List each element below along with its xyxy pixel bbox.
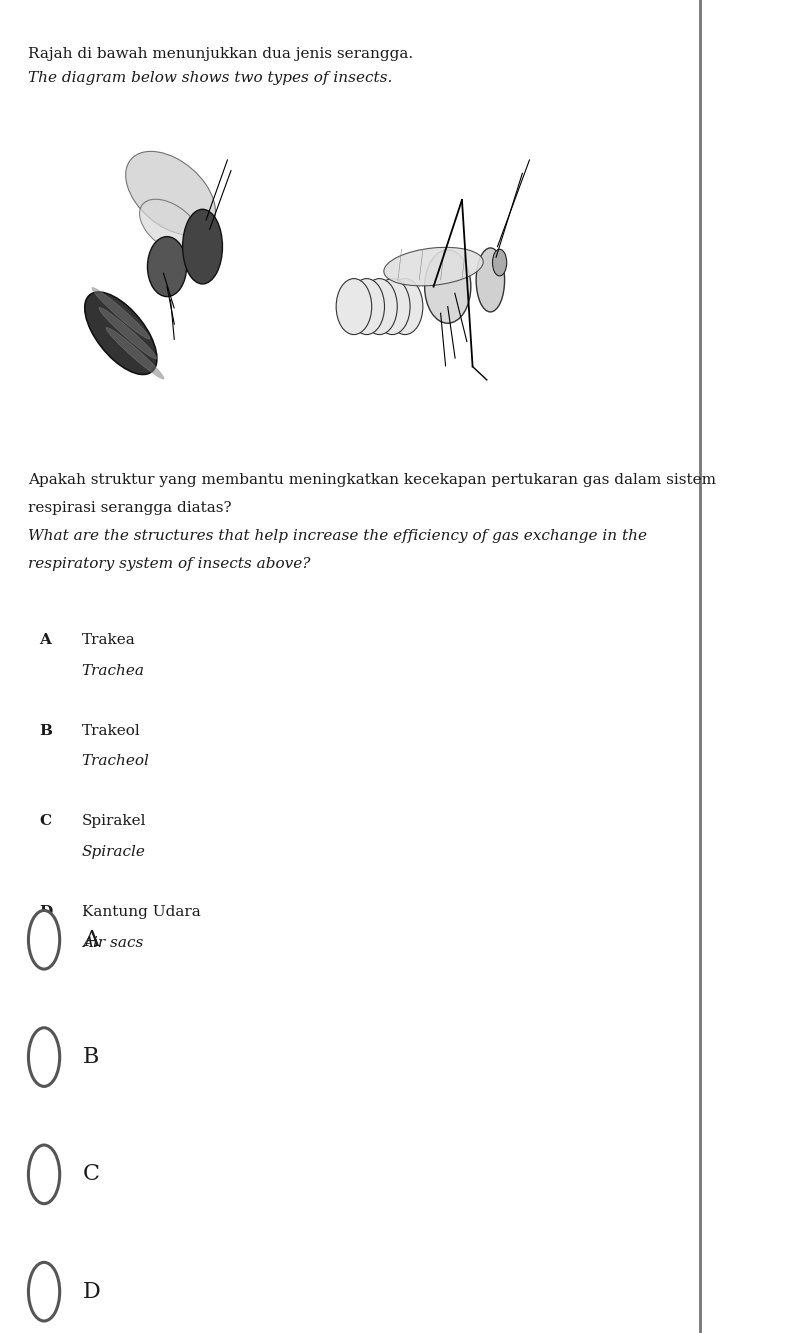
Ellipse shape: [362, 279, 397, 335]
Ellipse shape: [476, 248, 504, 312]
Circle shape: [492, 249, 507, 276]
Ellipse shape: [349, 279, 384, 335]
Ellipse shape: [140, 199, 201, 255]
Ellipse shape: [85, 292, 157, 375]
Ellipse shape: [91, 288, 150, 339]
Text: Apakah struktur yang membantu meningkatkan kecekapan pertukaran gas dalam sistem: Apakah struktur yang membantu meningkatk…: [28, 473, 716, 488]
Text: A: A: [83, 929, 99, 950]
Text: Air sacs: Air sacs: [82, 936, 143, 950]
Text: The diagram below shows two types of insects.: The diagram below shows two types of ins…: [28, 71, 393, 85]
Text: Spirakel: Spirakel: [82, 814, 146, 829]
Circle shape: [28, 1262, 59, 1321]
Text: Trakeol: Trakeol: [82, 724, 140, 738]
Text: Trachea: Trachea: [82, 664, 144, 678]
Text: respirasi serangga diatas?: respirasi serangga diatas?: [28, 501, 232, 516]
Circle shape: [183, 209, 222, 284]
Ellipse shape: [99, 308, 157, 359]
Ellipse shape: [384, 248, 483, 285]
Text: What are the structures that help increase the efficiency of gas exchange in the: What are the structures that help increa…: [28, 529, 647, 544]
Text: C: C: [39, 814, 51, 829]
Text: D: D: [83, 1281, 101, 1302]
Ellipse shape: [375, 279, 410, 335]
Text: Rajah di bawah menunjukkan dua jenis serangga.: Rajah di bawah menunjukkan dua jenis ser…: [28, 47, 414, 61]
Text: Spiracle: Spiracle: [82, 845, 146, 860]
Ellipse shape: [336, 279, 371, 335]
Circle shape: [28, 1028, 59, 1086]
Ellipse shape: [148, 236, 187, 296]
Ellipse shape: [106, 328, 164, 379]
Circle shape: [28, 910, 59, 969]
Ellipse shape: [387, 279, 423, 335]
Text: Kantung Udara: Kantung Udara: [82, 905, 200, 920]
Ellipse shape: [126, 152, 216, 235]
Circle shape: [28, 1145, 59, 1204]
Text: B: B: [83, 1046, 99, 1068]
Text: B: B: [39, 724, 52, 738]
Text: respiratory system of insects above?: respiratory system of insects above?: [28, 557, 311, 572]
Text: D: D: [39, 905, 52, 920]
Text: Trakea: Trakea: [82, 633, 136, 648]
Ellipse shape: [424, 251, 471, 324]
Text: A: A: [39, 633, 51, 648]
Text: C: C: [83, 1164, 100, 1185]
Text: Tracheol: Tracheol: [82, 754, 150, 769]
